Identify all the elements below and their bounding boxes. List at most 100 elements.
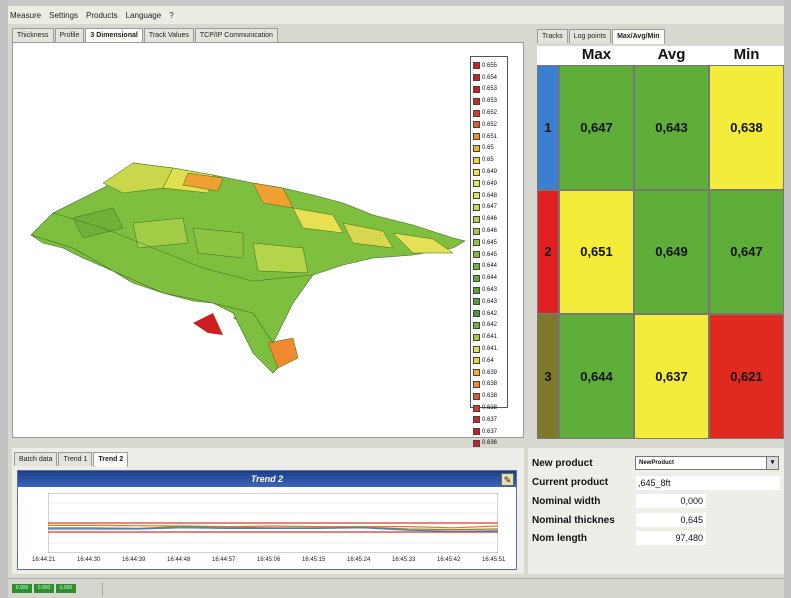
3d-surface-plot: [30, 162, 466, 374]
legend-item: 0.647: [473, 202, 505, 214]
menu-help[interactable]: ?: [169, 10, 174, 20]
legend-item: 0.64: [473, 355, 505, 367]
legend-label: 0.644: [482, 275, 498, 282]
legend-swatch: [473, 357, 480, 365]
new-product-select[interactable]: NewProduct ▾: [635, 456, 779, 470]
trend-x-tick-label: 16:45:42: [437, 557, 461, 563]
legend-swatch: [473, 310, 480, 318]
legend-item: 0.652: [473, 107, 505, 119]
legend-item: 0.637: [473, 414, 505, 426]
legend-label: 0.65: [482, 145, 494, 152]
legend-item: 0.648: [473, 190, 505, 202]
trend-chart: Trend 2 ✎ 16:44:21 16:44:30 16:44:39 16:44:…: [17, 470, 517, 570]
legend-label: 0.641: [482, 346, 498, 353]
menu-products[interactable]: Products: [86, 10, 118, 20]
tab-max-avg-min[interactable]: Max/Avg/Min: [612, 29, 665, 44]
surface-shadow: [193, 313, 223, 335]
right-tabs: Tracks Log points Max/Avg/Min: [537, 29, 666, 44]
legend-swatch: [473, 251, 480, 259]
legend-item: 0.651: [473, 131, 505, 143]
surface-patch: [192, 227, 244, 259]
menu-measure[interactable]: Measure: [10, 10, 42, 20]
legend-label: 0.652: [482, 121, 498, 128]
legend-swatch: [473, 97, 480, 105]
trend-x-tick-label: 16:44:39: [122, 557, 146, 563]
legend-item: 0.642: [473, 308, 505, 320]
tab-tcpip-communication[interactable]: TCP/IP Communication: [194, 28, 278, 42]
status-bar: 0.000 0.000 0.000: [8, 578, 784, 598]
legend-label: 0.644: [482, 263, 498, 270]
trend-x-tick-label: 16:45:51: [482, 557, 506, 563]
menu-settings[interactable]: Settings: [49, 10, 79, 20]
legend-swatch: [473, 109, 480, 117]
legend-swatch: [473, 156, 480, 164]
legend-item: 0.646: [473, 225, 505, 237]
row-index: 2: [537, 189, 559, 315]
chevron-down-icon[interactable]: ▾: [766, 457, 778, 469]
tab-trend-1[interactable]: Trend 1: [58, 452, 93, 466]
legend-swatch: [473, 239, 480, 247]
header-avg: Avg: [657, 46, 686, 63]
tab-trend-2[interactable]: Trend 2: [93, 452, 129, 467]
header-min: Min: [733, 46, 760, 63]
header-max: Max: [581, 46, 612, 63]
new-product-selected: NewProduct: [639, 460, 675, 466]
legend-swatch: [473, 404, 480, 412]
legend-swatch: [473, 203, 480, 211]
trend-plot-area: [48, 493, 498, 553]
legend-label: 0.641: [482, 334, 498, 341]
legend-label: 0.652: [482, 110, 498, 117]
legend-item: 0.637: [473, 426, 505, 438]
menu-bar: Measure Settings Products Language ?: [8, 6, 784, 24]
legend-label: 0.65: [482, 157, 494, 164]
legend-item: 0.649: [473, 166, 505, 178]
3d-surface-view[interactable]: [12, 42, 524, 438]
menu-language[interactable]: Language: [125, 10, 162, 20]
legend-swatch: [473, 321, 480, 329]
tab-track-values[interactable]: Track Values: [143, 28, 194, 42]
cell-avg: 0,637: [634, 314, 709, 439]
trend-x-tick-label: 16:45:15: [302, 557, 326, 563]
legend-label: 0.645: [482, 251, 498, 258]
trend-series-line: [48, 524, 498, 529]
legend-item: 0.641: [473, 331, 505, 343]
trend-x-tick-label: 16:45:06: [257, 557, 281, 563]
nominal-thickness-value[interactable]: 0,645: [636, 513, 706, 527]
legend-label: 0.642: [482, 310, 498, 317]
legend-item: 0.653: [473, 95, 505, 107]
tab-profile[interactable]: Profile: [54, 28, 85, 42]
cell-max: 0,644: [559, 314, 634, 439]
legend-item: 0.65: [473, 154, 505, 166]
surface-patch: [132, 217, 189, 249]
tab-thickness[interactable]: Thickness: [12, 28, 54, 42]
legend-swatch: [473, 286, 480, 294]
legend-label: 0.646: [482, 216, 498, 223]
legend-item: 0.638: [473, 402, 505, 414]
legend-swatch: [473, 121, 480, 129]
surface-patch: [267, 337, 299, 369]
tab-batch-data[interactable]: Batch data: [14, 452, 58, 466]
legend-swatch: [473, 416, 480, 424]
legend-label: 0.645: [482, 239, 498, 246]
tab-tracks[interactable]: Tracks: [537, 29, 568, 43]
tab-log-points[interactable]: Log points: [568, 29, 612, 43]
legend-label: 0.637: [482, 416, 498, 423]
legend-label: 0.655: [482, 62, 498, 69]
legend-swatch: [473, 168, 480, 176]
nominal-width-value[interactable]: 0,000: [636, 494, 706, 508]
trend-series-line: [48, 525, 498, 531]
legend-item: 0.639: [473, 367, 505, 379]
nom-length-value[interactable]: 97,480: [636, 531, 706, 545]
surface-patch: [72, 207, 124, 239]
current-product-value: ,645_8ft: [636, 476, 780, 490]
trend-x-tick-label: 16:44:57: [212, 557, 236, 563]
status-separator: [102, 581, 103, 596]
surface-patch: [182, 172, 224, 192]
legend-swatch: [473, 274, 480, 282]
surface-patch: [392, 232, 454, 254]
edit-icon[interactable]: ✎: [501, 473, 514, 486]
tab-3-dimensional[interactable]: 3 Dimensional: [85, 28, 143, 43]
cell-avg: 0,643: [634, 65, 709, 190]
trend-x-tick-label: 16:45:24: [347, 557, 371, 563]
legend-label: 0.638: [482, 381, 498, 388]
